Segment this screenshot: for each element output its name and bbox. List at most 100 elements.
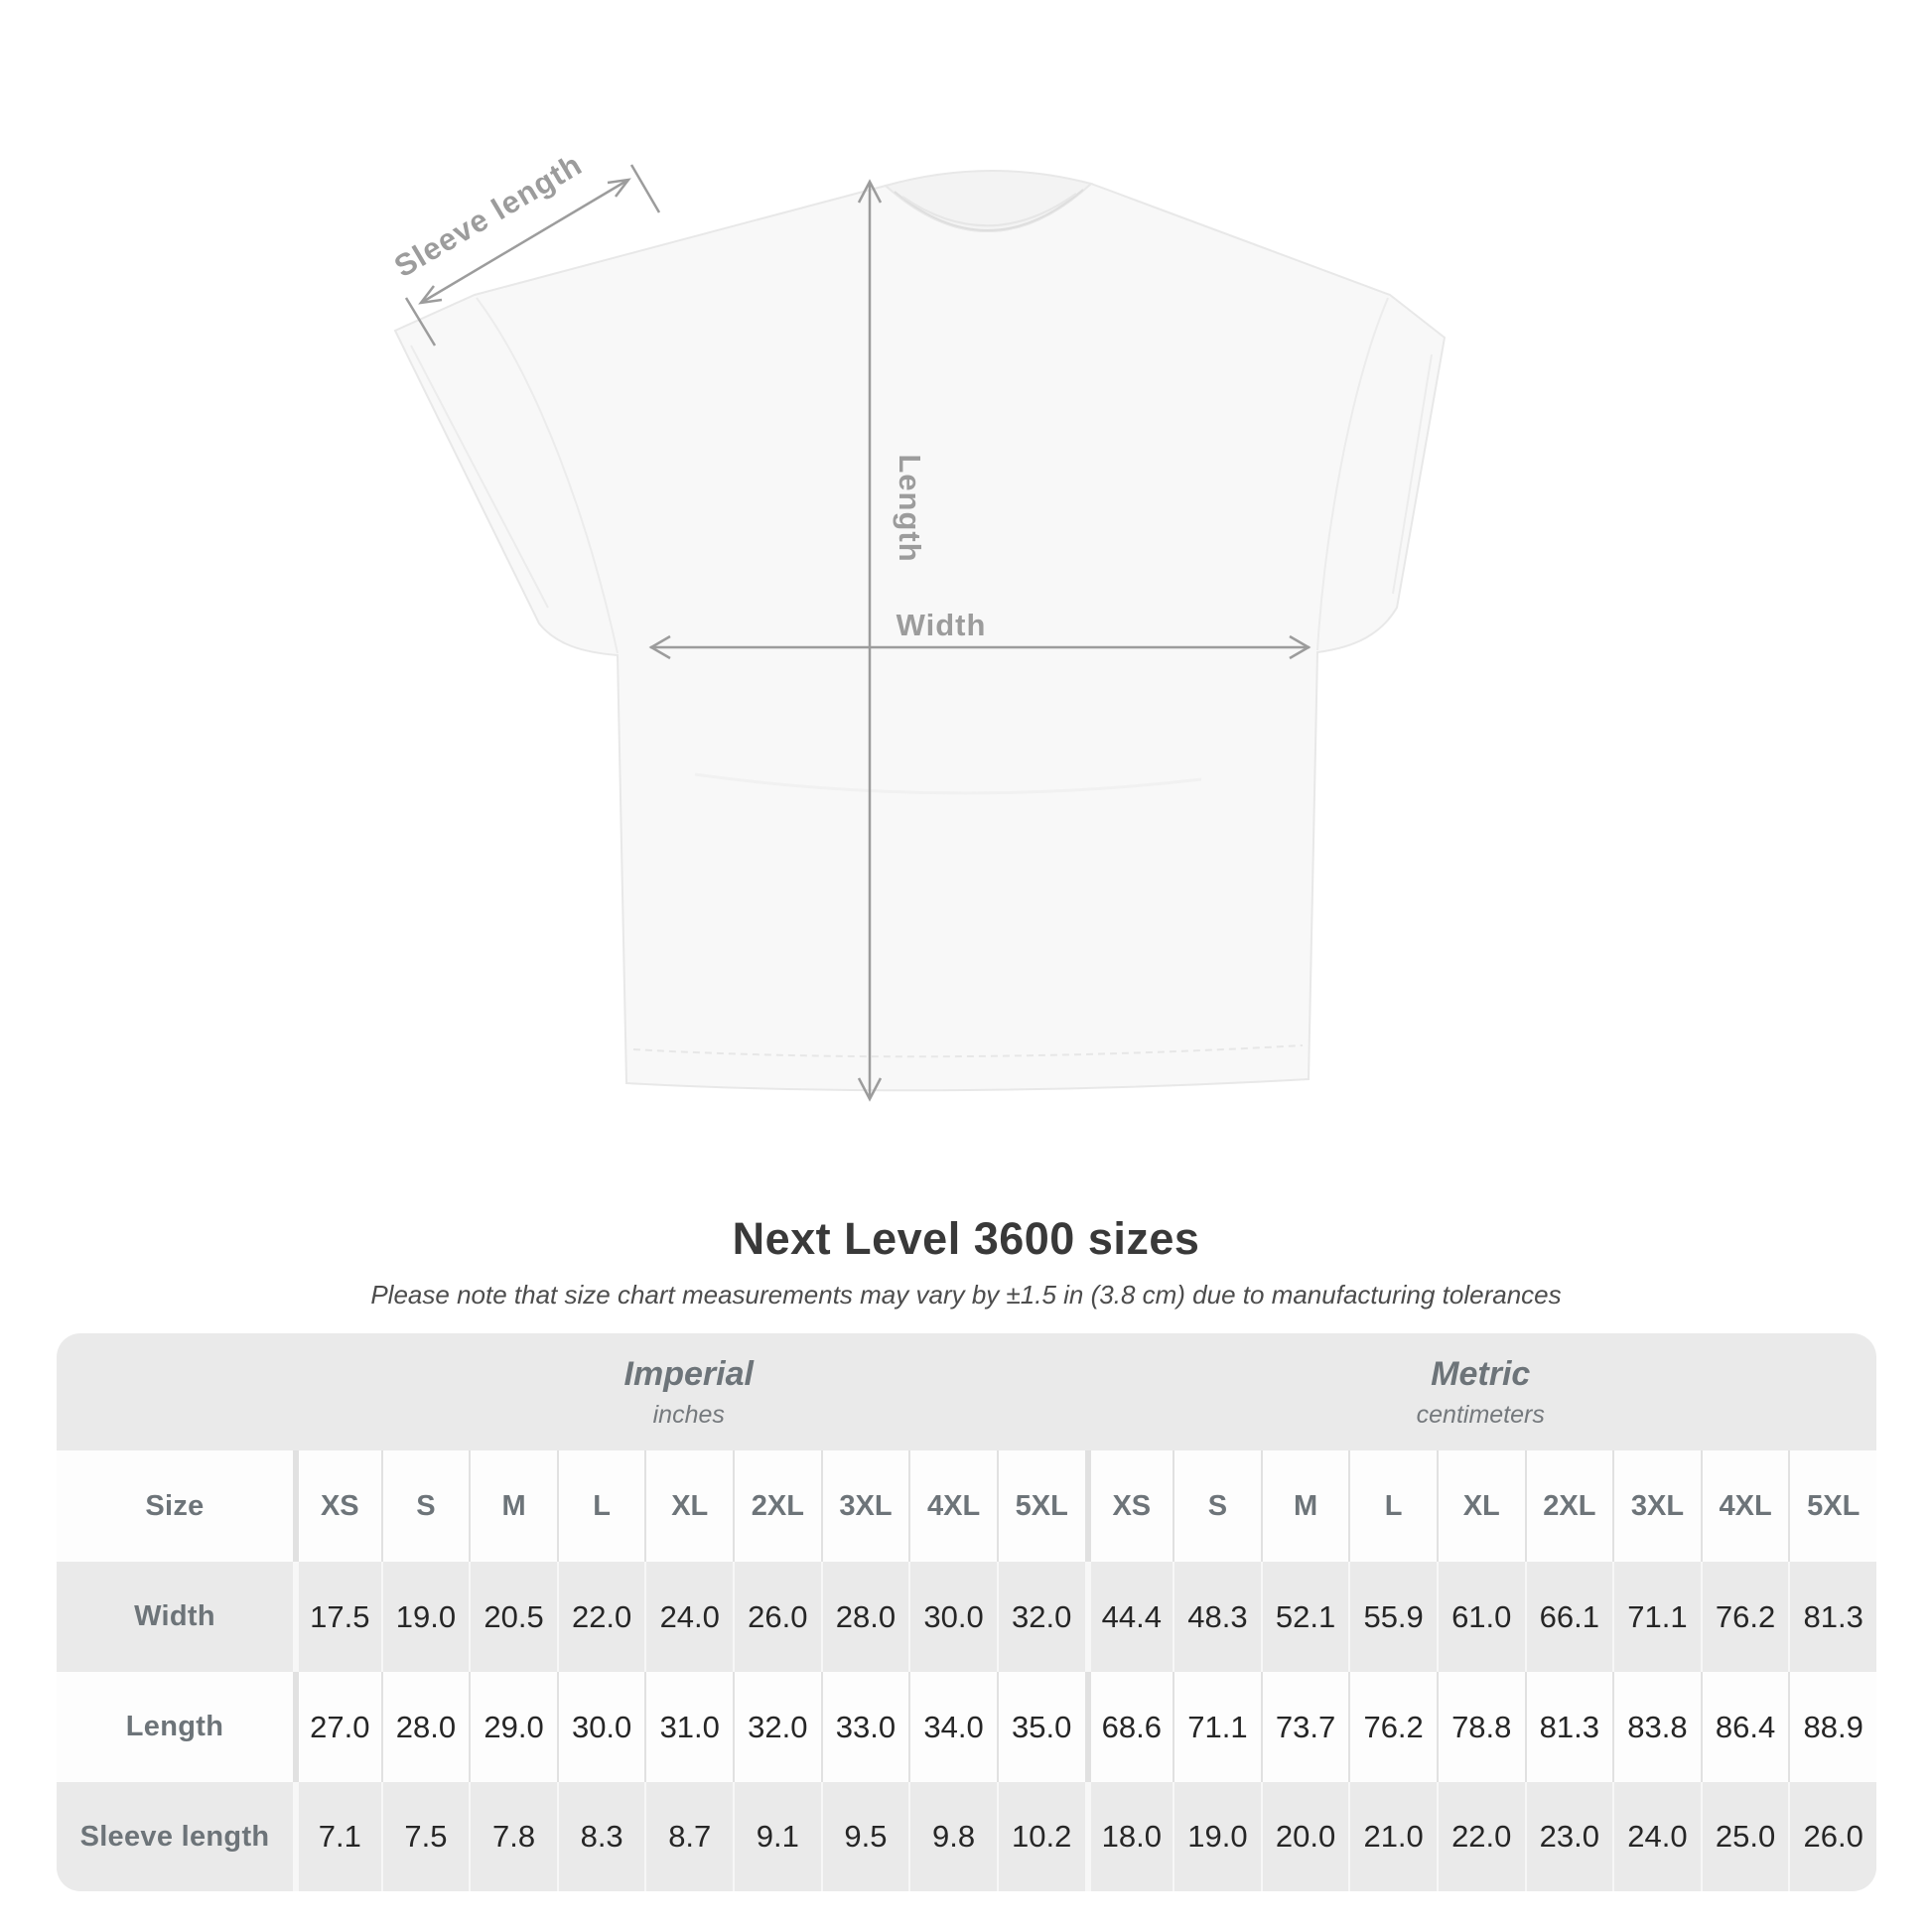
unit-group-unit: centimeters (1416, 1400, 1545, 1429)
tolerance-note: Please note that size chart measurements… (370, 1280, 1562, 1310)
measurement-value-cell: 76.2 (1348, 1672, 1437, 1782)
measurement-row-label: Length (57, 1672, 293, 1782)
measurement-value-cell: 71.1 (1612, 1562, 1701, 1672)
measurement-value-cell: 18.0 (1084, 1782, 1173, 1891)
measurement-value-cell: 61.0 (1436, 1562, 1525, 1672)
measurement-value-cell: 26.0 (1788, 1782, 1876, 1891)
measurement-value-cell: 66.1 (1524, 1562, 1613, 1672)
size-column-header: XL (644, 1450, 734, 1562)
measurement-value-cell: 86.4 (1700, 1672, 1789, 1782)
measurement-value-cell: 22.0 (556, 1562, 645, 1672)
measurement-value-cell: 8.3 (556, 1782, 645, 1891)
hem-stitching (632, 1044, 1304, 1058)
measurement-value-cell: 20.5 (469, 1562, 557, 1672)
unit-group-name: Metric (1431, 1354, 1531, 1393)
wrinkle-line (694, 772, 1202, 795)
size-corner-header: Size (57, 1450, 293, 1562)
measurement-value-cell: 88.9 (1788, 1672, 1876, 1782)
measurement-value-cell: 28.0 (380, 1672, 470, 1782)
measurement-value-cell: 7.8 (469, 1782, 557, 1891)
size-column-header: XS (1084, 1450, 1173, 1562)
measurement-value-cell: 76.2 (1700, 1562, 1789, 1672)
size-column-header: 4XL (1700, 1450, 1789, 1562)
armhole-seam-left (476, 297, 619, 654)
measurement-value-cell: 29.0 (469, 1672, 557, 1782)
measurement-value-cell: 55.9 (1348, 1562, 1437, 1672)
measurement-value-cell: 19.0 (380, 1562, 470, 1672)
tshirt-measurement-diagram: Sleeve length Length Width (388, 147, 1447, 1102)
measurement-value-cell: 28.0 (820, 1562, 909, 1672)
size-column-header: M (1260, 1450, 1349, 1562)
measurement-value-cell: 24.0 (1612, 1782, 1701, 1891)
measurement-value-cell: 35.0 (996, 1672, 1085, 1782)
measurement-row-label: Width (134, 1600, 215, 1632)
measurement-value-cell: 21.0 (1348, 1782, 1437, 1891)
measurement-value-cell: 9.1 (733, 1782, 821, 1891)
measurement-value-cell: 10.2 (996, 1782, 1085, 1891)
measurement-value-cell: 44.4 (1084, 1562, 1173, 1672)
measurement-value-cell: 9.5 (820, 1782, 909, 1891)
measurement-value-cell: 26.0 (733, 1562, 821, 1672)
measurement-value-cell: 34.0 (908, 1672, 997, 1782)
measurement-value-cell: 71.1 (1173, 1672, 1261, 1782)
size-column-header: 3XL (820, 1450, 909, 1562)
unit-group-header: Metric centimeters (1085, 1333, 1877, 1450)
measurement-value-cell: 17.5 (293, 1562, 381, 1672)
size-column-header: S (380, 1450, 470, 1562)
measurement-value-cell: 27.0 (293, 1672, 381, 1782)
measurement-value-cell: 23.0 (1524, 1782, 1613, 1891)
size-column-header: 5XL (1788, 1450, 1876, 1562)
unit-group-name: Imperial (623, 1354, 754, 1393)
size-column-header: 2XL (1524, 1450, 1613, 1562)
measurement-value-cell: 73.7 (1260, 1672, 1349, 1782)
measurement-value-cell: 25.0 (1700, 1782, 1789, 1891)
measurement-value-cell: 19.0 (1173, 1782, 1261, 1891)
page-title: Next Level 3600 sizes (732, 1213, 1200, 1264)
measurement-value-cell: 24.0 (644, 1562, 733, 1672)
measurement-value-cell: 78.8 (1436, 1672, 1525, 1782)
length-arrow (857, 179, 883, 1102)
size-column-header: L (556, 1450, 645, 1562)
measurement-value-cell: 30.0 (556, 1672, 645, 1782)
unit-group-unit: inches (652, 1400, 725, 1429)
width-arrow (648, 634, 1311, 660)
armhole-seam-right (1316, 297, 1389, 651)
cuff-seam-right (1392, 353, 1433, 595)
collar-rib-inner (901, 193, 1077, 227)
group-header-spacer (57, 1333, 293, 1450)
measurement-value-cell: 20.0 (1260, 1782, 1349, 1891)
size-column-header: L (1348, 1450, 1437, 1562)
size-column-header: 3XL (1612, 1450, 1701, 1562)
size-column-header: XL (1436, 1450, 1525, 1562)
collar-rib-outer (894, 189, 1084, 231)
size-column-header: XS (293, 1450, 381, 1562)
unit-group-header: Imperial inches (293, 1333, 1085, 1450)
measurement-value-cell: 8.7 (644, 1782, 733, 1891)
sleeve-length-arrow (404, 164, 661, 346)
measurement-value-cell: 7.5 (380, 1782, 470, 1891)
measurement-row-label: Sleeve length (79, 1820, 270, 1853)
measurement-value-cell: 31.0 (644, 1672, 734, 1782)
measurement-value-cell: 32.0 (996, 1562, 1085, 1672)
size-chart-table: Imperial inches Metric centimeters Size XS S M L… (57, 1333, 1876, 1891)
measurement-value-cell: 81.3 (1788, 1562, 1876, 1672)
size-column-header: 2XL (733, 1450, 821, 1562)
length-label: Length (893, 454, 927, 562)
size-column-header: 4XL (908, 1450, 997, 1562)
width-label: Width (897, 608, 987, 642)
measurement-value-cell: 81.3 (1524, 1672, 1613, 1782)
measurement-value-cell: 22.0 (1436, 1782, 1525, 1891)
size-column-header: M (469, 1450, 557, 1562)
measurement-value-cell: 33.0 (820, 1672, 909, 1782)
measurement-value-cell: 32.0 (733, 1672, 821, 1782)
measurement-value-cell: 7.1 (293, 1782, 381, 1891)
size-column-header: 5XL (996, 1450, 1085, 1562)
measurement-value-cell: 48.3 (1173, 1562, 1261, 1672)
size-column-header: S (1173, 1450, 1261, 1562)
cuff-seam-left (410, 345, 549, 609)
measurement-value-cell: 9.8 (908, 1782, 997, 1891)
measurement-value-cell: 68.6 (1084, 1672, 1173, 1782)
measurement-value-cell: 52.1 (1260, 1562, 1349, 1672)
measurement-value-cell: 83.8 (1612, 1672, 1701, 1782)
